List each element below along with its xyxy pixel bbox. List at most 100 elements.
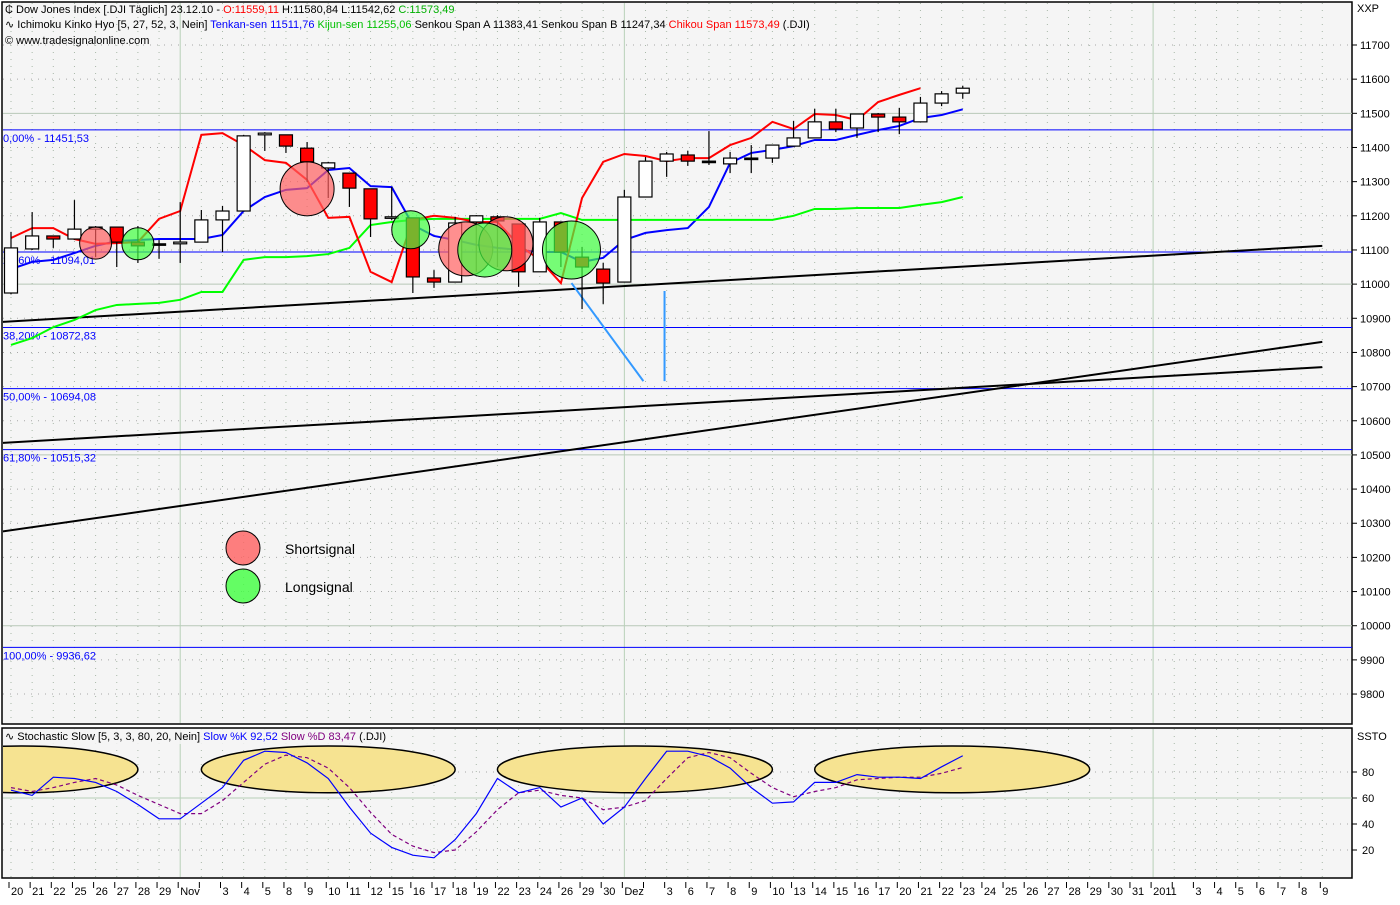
date-tick-label: 31 [1132, 886, 1144, 898]
date-tick-label: 2011 [1153, 886, 1177, 898]
date-tick-label: 3 [223, 886, 229, 898]
overbought-highlight-ellipse [200, 745, 456, 794]
date-tick-label: 23 [519, 886, 531, 898]
date-tick-label: 3 [1195, 886, 1201, 898]
price-tick-label: 10500 [1360, 450, 1391, 462]
date-tick-label: 28 [138, 886, 150, 898]
chikou-value: Chikou Span 11573,49 [669, 19, 780, 31]
date-tick-label: Nov [180, 886, 200, 898]
date-tick-label: 5 [265, 886, 271, 898]
candle-down [871, 113, 886, 118]
date-tick-label: 20 [11, 886, 23, 898]
date-tick-label: 30 [603, 886, 615, 898]
date-tick-label: 28 [1069, 886, 1081, 898]
slow-k-line [10, 750, 964, 859]
candle-up [257, 132, 272, 136]
slow-k-value: Slow %K 92,52 [203, 731, 278, 743]
date-tick-label: 13 [794, 886, 806, 898]
senkou-values: Senkou Span A 11383,41 Senkou Span B 112… [412, 19, 669, 31]
stochastic-panel[interactable] [1, 727, 1353, 879]
signal-legend: Shortsignal Longsignal [225, 530, 355, 604]
long-signal-marker [121, 227, 155, 261]
candle-up [849, 113, 865, 129]
stochastic-highlight-zones[interactable] [0, 745, 1091, 794]
ichimoku-title: ∿ Ichimoku Kinko Hyo [5, 27, 52, 3, Nein… [5, 19, 810, 31]
price-tick-label: 9800 [1360, 689, 1384, 701]
candle-up [913, 102, 928, 123]
candle-up [701, 160, 717, 164]
date-tick-label: 30 [1111, 886, 1123, 898]
fib-level-label: 100,00% - 9936,62 [3, 650, 96, 662]
kijun-sen-line [10, 196, 963, 346]
date-tick-label: 12 [371, 886, 383, 898]
date-tick-label: 4 [1217, 886, 1223, 898]
price-tick-label: 11400 [1360, 142, 1390, 154]
date-tick-label: 6 [1259, 886, 1265, 898]
candle-down [426, 277, 442, 283]
date-tick-label: 26 [561, 886, 573, 898]
price-tick-label: 11100 [1360, 245, 1389, 257]
stochastic-axis-label: SSTO [1357, 731, 1387, 743]
candle-down [300, 147, 315, 163]
short-signal-marker [79, 226, 113, 260]
date-tick-label: 27 [117, 886, 129, 898]
date-tick-label: 8 [1301, 886, 1307, 898]
candle-down [278, 134, 294, 147]
price-tick-label: 10900 [1360, 313, 1391, 325]
date-tick-label: 29 [159, 886, 171, 898]
tenkan-value: Tenkan-sen 11511,76 [210, 19, 314, 31]
projection-line [570, 282, 645, 382]
short-signal-marker [279, 161, 335, 217]
candle-up [659, 153, 674, 162]
candle-up [194, 219, 209, 243]
long-signal-marker [541, 220, 601, 280]
price-tick-label: 10700 [1360, 382, 1391, 394]
price-tick-label: 11300 [1360, 177, 1390, 189]
stochastic-axis: 80 60 40 20 [1352, 767, 1374, 857]
candle-up [786, 137, 801, 147]
date-tick-label: 26 [96, 886, 108, 898]
date-tick-label: 25 [1005, 886, 1017, 898]
price-tick-label: 11200 [1360, 211, 1390, 223]
candle-up [25, 235, 40, 250]
legend-label-long: Longsignal [285, 579, 353, 595]
price-tick-label: 10100 [1360, 587, 1391, 599]
price-tick-label: 11600 [1360, 74, 1390, 86]
price-tick-label: 10200 [1360, 552, 1391, 564]
candle-down [892, 116, 907, 123]
date-tick-label: 23 [963, 886, 975, 898]
date-tick-label: 3 [667, 886, 673, 898]
candle-up [638, 160, 653, 198]
date-tick-label: 11 [349, 886, 360, 898]
date-tick-label: 17 [434, 886, 446, 898]
candle-up [3, 247, 19, 294]
date-tick-label: 22 [53, 886, 65, 898]
trendline [3, 340, 1323, 533]
candle-up [955, 87, 970, 94]
chikou-span-line [10, 87, 921, 286]
symbol-suffix: (.DJI) [356, 731, 386, 743]
candle-up [321, 162, 336, 169]
date-tick-label: 9 [751, 886, 757, 898]
date-tick-label: 7 [709, 886, 715, 898]
price-panel[interactable] [1, 1, 1353, 725]
fib-level-label: 38,20% - 10872,83 [3, 331, 96, 343]
price-tick-label: 10800 [1360, 347, 1391, 359]
price-axis-label: XXP [1357, 3, 1379, 15]
fib-level-label: 0,00% - 11451,53 [3, 133, 89, 145]
price-tick-label: 11700 [1360, 40, 1390, 52]
stochastic-tick-label: 40 [1362, 819, 1374, 831]
candle-down [46, 235, 61, 240]
date-tick-label: 7 [1280, 886, 1286, 898]
trendlines[interactable] [0, 244, 1323, 533]
candles [3, 85, 970, 310]
price-tick-label: 11000 [1360, 279, 1390, 291]
price-axis: 11700 11600 11500 11400 11300 11200 11100 11000… [1352, 40, 1391, 701]
candle-up [722, 157, 738, 165]
date-tick-label: 29 [582, 886, 594, 898]
date-tick-label: 24 [540, 886, 552, 898]
candle-down [342, 172, 357, 189]
fib-level-label: 61,80% - 10515,32 [3, 453, 96, 465]
